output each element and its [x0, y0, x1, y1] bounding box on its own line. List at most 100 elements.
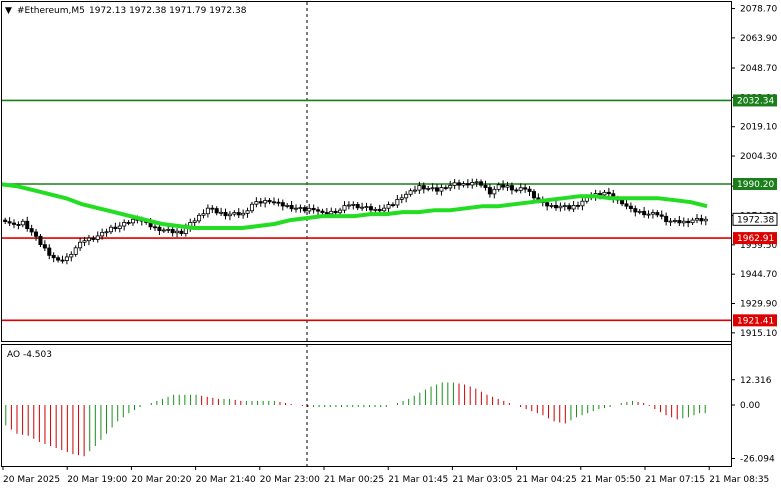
price-axis: 2078.702063.902048.702033.902019.102004.… [731, 5, 777, 339]
candle-body [487, 187, 492, 195]
candle-body [668, 220, 673, 223]
candle-body [294, 207, 299, 210]
ao-panel-frame [1, 344, 732, 467]
price-tick-label: 1959.50 [740, 241, 777, 251]
candle-body [399, 197, 404, 200]
candle-body [686, 220, 691, 224]
level-badge-label: 1921.41 [737, 316, 774, 326]
price-tick-label: 2004.30 [740, 152, 777, 162]
candle-body [562, 205, 567, 207]
candle-body [258, 201, 263, 204]
price-tick-label: 1915.10 [740, 329, 777, 339]
candle-body [241, 212, 246, 216]
candle-body [483, 184, 488, 188]
time-tick-label: 20 Mar 19:00 [67, 475, 127, 485]
moving-average-line [1, 182, 708, 230]
symbol-label: #Ethereum,M5 [17, 6, 85, 16]
candle-body [404, 193, 409, 199]
level-badge [733, 94, 777, 107]
candle-body [69, 253, 74, 258]
candle-body [47, 247, 52, 256]
candle-body [153, 226, 158, 229]
candle-body [210, 207, 215, 210]
candle-body [64, 256, 69, 261]
candle-body [157, 226, 162, 231]
candle-body [448, 184, 453, 189]
candle-body [492, 188, 497, 195]
time-tick-label: 21 Mar 08:35 [709, 475, 769, 485]
candle-body [285, 204, 290, 207]
ao-tick-label: 0.00 [740, 401, 760, 411]
candle-body [320, 210, 325, 213]
candle-body [175, 230, 180, 234]
candle-body [12, 222, 17, 225]
candle-body [690, 219, 695, 224]
candle-body [650, 212, 655, 215]
candle-body [192, 220, 197, 223]
candle-body [161, 229, 166, 232]
candle-body [602, 191, 607, 196]
level-badge [733, 232, 777, 245]
candle-body [201, 213, 206, 216]
candle-body [465, 183, 470, 186]
candle-body [355, 204, 360, 209]
candle-body [364, 206, 369, 208]
time-tick-label: 20 Mar 21:40 [196, 475, 256, 485]
candle-body [179, 230, 184, 234]
candle-body [505, 185, 510, 188]
time-tick-label: 21 Mar 04:25 [517, 475, 577, 485]
candle-body [122, 222, 127, 227]
candle-body [531, 191, 536, 199]
candle-body [703, 218, 708, 222]
candle-body [474, 181, 479, 184]
candle-body [417, 185, 422, 191]
candle-body [624, 203, 629, 207]
price-tick-label: 2063.90 [740, 34, 777, 44]
candle-body [42, 244, 47, 249]
candle-body [549, 204, 554, 207]
time-tick-label: 21 Mar 07:15 [645, 475, 705, 485]
level-badge [733, 314, 777, 327]
candle-body [267, 200, 272, 203]
time-axis: 20 Mar 2025 20 Mar 19:00 20 Mar 20:20 20 Ma… [2, 466, 769, 485]
candle-body [360, 206, 365, 209]
candle-body [271, 201, 276, 204]
candle-body [553, 204, 558, 209]
candle-body [25, 220, 30, 229]
candle-body [7, 221, 12, 224]
candle-body [78, 241, 83, 249]
candle-body [289, 204, 294, 210]
candle-body [699, 218, 704, 222]
candle-body [501, 184, 506, 188]
candle-body [104, 231, 109, 234]
candle-body [338, 209, 343, 214]
price-tick-label: 2019.10 [740, 123, 777, 133]
candle-body [439, 187, 444, 192]
candle-body [56, 257, 61, 261]
level-badge-label: 2032.34 [737, 96, 774, 106]
candle-body [426, 187, 431, 190]
candle-body [694, 218, 699, 221]
price-tick-label: 2048.70 [740, 64, 777, 74]
level-lines [2, 99, 731, 322]
header-arrow-icon[interactable]: ▼ [5, 6, 12, 16]
candle-body [126, 222, 131, 224]
candle-body [443, 187, 448, 189]
candle-body [117, 225, 122, 229]
ao-tick-label: 12.316 [740, 376, 772, 386]
candle-body [113, 226, 118, 229]
candle-body [655, 212, 660, 216]
candle-body [598, 193, 603, 196]
candle-body [558, 205, 563, 209]
candle-body [197, 214, 202, 222]
price-tick-label: 2078.70 [740, 5, 777, 15]
time-tick-label: 21 Mar 03:05 [452, 475, 512, 485]
level-badge-label: 1990.20 [737, 180, 774, 190]
price-panel-frame [1, 1, 732, 342]
candle-body [232, 212, 237, 215]
candle-body [452, 182, 457, 186]
candle-body [100, 231, 105, 237]
candle-body [329, 210, 334, 215]
candle-body [470, 182, 475, 186]
